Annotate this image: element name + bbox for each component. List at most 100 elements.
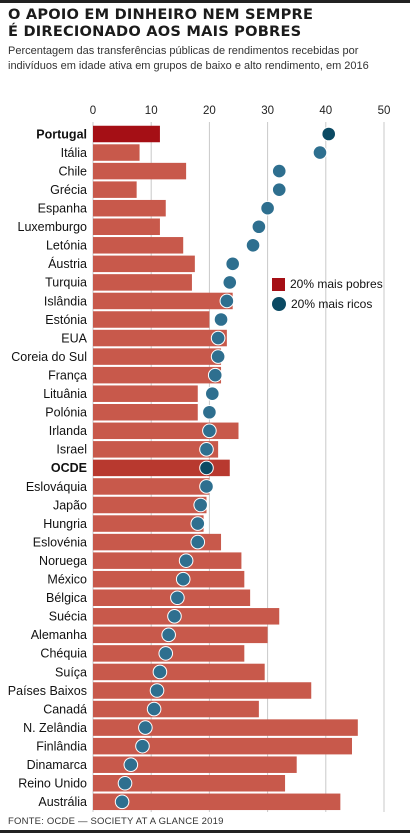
x-tick-label: 40 bbox=[319, 105, 332, 117]
bottom-rule bbox=[0, 830, 410, 833]
bar--ustria bbox=[93, 255, 195, 273]
dot-israel bbox=[199, 442, 214, 457]
dot-su-cia bbox=[167, 609, 182, 624]
source-note: FONTE: OCDE — SOCIETY AT A GLANCE 2019 bbox=[8, 816, 224, 827]
dot-pa-ses-baixos bbox=[149, 683, 165, 698]
category-label: Bélgica bbox=[46, 591, 87, 605]
dot-turquia bbox=[222, 275, 238, 290]
legend-item-poor: 20% mais pobres bbox=[272, 274, 402, 294]
bar-chile bbox=[93, 162, 187, 180]
bar-reino-unido bbox=[93, 775, 286, 792]
category-label: Turquia bbox=[45, 276, 87, 290]
bar-it-lia bbox=[93, 144, 140, 161]
dot-b-lgica bbox=[170, 590, 185, 606]
bar-luxemburgo bbox=[93, 218, 160, 235]
bar-m-xico bbox=[93, 570, 245, 588]
chart-title-line-2: É DIRECIONADO AOS MAIS POBRES bbox=[8, 23, 302, 40]
bar-eua bbox=[93, 329, 227, 347]
legend-item-rich: 20% mais ricos bbox=[272, 294, 402, 314]
dot-eua bbox=[210, 330, 226, 346]
category-label: Itália bbox=[61, 146, 87, 160]
bar-israel bbox=[93, 441, 219, 458]
dot-eslov-nia bbox=[190, 534, 206, 550]
chart-subtitle: Percentagem das transferências públicas … bbox=[8, 44, 404, 74]
dot-austr-lia bbox=[114, 794, 130, 810]
dot--ustria bbox=[225, 256, 240, 272]
bar-su-cia bbox=[93, 608, 280, 625]
dot-irlanda bbox=[202, 423, 217, 439]
dot-litu-nia bbox=[205, 386, 220, 402]
category-label: Noruega bbox=[39, 554, 87, 568]
category-label: Suíça bbox=[55, 665, 87, 679]
category-label: Espanha bbox=[38, 202, 87, 216]
bar-portugal bbox=[93, 125, 160, 143]
bar-layer bbox=[93, 125, 358, 811]
category-label: OCDE bbox=[51, 461, 87, 475]
bar-espanha bbox=[93, 199, 166, 217]
category-label: México bbox=[47, 573, 87, 587]
x-tick-label: 10 bbox=[145, 105, 158, 117]
legend-label-rich: 20% mais ricos bbox=[291, 297, 373, 311]
category-label: Canadá bbox=[43, 702, 87, 716]
dot-est-nia bbox=[213, 312, 229, 327]
dot-noruega bbox=[178, 553, 194, 568]
chart-subtitle-line-1: Percentagem das transferências públicas … bbox=[8, 45, 359, 57]
category-label: Chéquia bbox=[40, 647, 87, 661]
bar-gr-cia bbox=[93, 181, 137, 198]
category-label: Letónia bbox=[46, 239, 87, 253]
bar-dinamarca bbox=[93, 756, 297, 773]
dot-reino-unido bbox=[117, 775, 133, 791]
category-label: Irlanda bbox=[49, 424, 87, 438]
category-label: Israel bbox=[56, 443, 87, 457]
chart-title: O APOIO EM DINHEIRO NEM SEMPRE É DIRECIO… bbox=[8, 6, 404, 40]
category-label: Estónia bbox=[45, 313, 87, 327]
category-label: Islândia bbox=[44, 294, 87, 308]
category-label: N. Zelândia bbox=[23, 721, 87, 735]
bar-noruega bbox=[93, 552, 242, 569]
dot-layer bbox=[114, 126, 337, 810]
dot-eslov-quia bbox=[199, 479, 214, 494]
dot-espanha bbox=[260, 200, 275, 216]
category-label: Luxemburgo bbox=[18, 220, 88, 234]
bar-hungria bbox=[93, 515, 204, 532]
category-label: Polónia bbox=[45, 406, 87, 420]
bar-turquia bbox=[93, 274, 192, 291]
dot-hungria bbox=[190, 516, 206, 531]
category-label: Finlândia bbox=[36, 739, 87, 753]
category-label: França bbox=[48, 368, 87, 382]
category-label: Hungria bbox=[43, 517, 87, 531]
x-tick-label: 50 bbox=[378, 105, 391, 117]
dot-chile bbox=[271, 163, 287, 179]
dot-jap-o bbox=[193, 497, 208, 513]
dot-finl-ndia bbox=[135, 738, 150, 754]
dot-ocde bbox=[199, 460, 214, 476]
category-label: EUA bbox=[61, 331, 87, 345]
legend-label-poor: 20% mais pobres bbox=[290, 277, 383, 291]
bar-isl-ndia bbox=[93, 292, 233, 310]
bar-let-nia bbox=[93, 237, 184, 254]
dot-portugal bbox=[321, 126, 337, 142]
dot-luxemburgo bbox=[251, 219, 267, 235]
category-label: Áustria bbox=[48, 256, 87, 271]
category-label: Lituânia bbox=[43, 387, 87, 401]
bar-pa-ses-baixos bbox=[93, 682, 312, 699]
bar-alemanha bbox=[93, 626, 268, 644]
bar-irlanda bbox=[93, 422, 239, 440]
dot-m-xico bbox=[175, 571, 191, 587]
dot-coreia-do-sul bbox=[210, 349, 226, 364]
category-label: Eslováquia bbox=[26, 480, 87, 494]
dot-pol-nia bbox=[202, 404, 217, 420]
top-rule bbox=[0, 0, 410, 3]
bar-pol-nia bbox=[93, 404, 198, 421]
dot-let-nia bbox=[245, 238, 261, 253]
legend: 20% mais pobres 20% mais ricos bbox=[272, 274, 402, 314]
legend-swatch-rich bbox=[272, 297, 286, 311]
x-tick-label: 0 bbox=[90, 105, 96, 117]
category-label: Portugal bbox=[36, 127, 87, 141]
bar-ocde bbox=[93, 459, 230, 477]
category-label: Grécia bbox=[50, 183, 87, 197]
dot-it-lia bbox=[312, 145, 328, 160]
label-layer: 0 10 20 30 40 50 Portugal Itália Chile Grécia Espa… bbox=[8, 105, 391, 809]
bar-austr-lia bbox=[93, 793, 341, 811]
